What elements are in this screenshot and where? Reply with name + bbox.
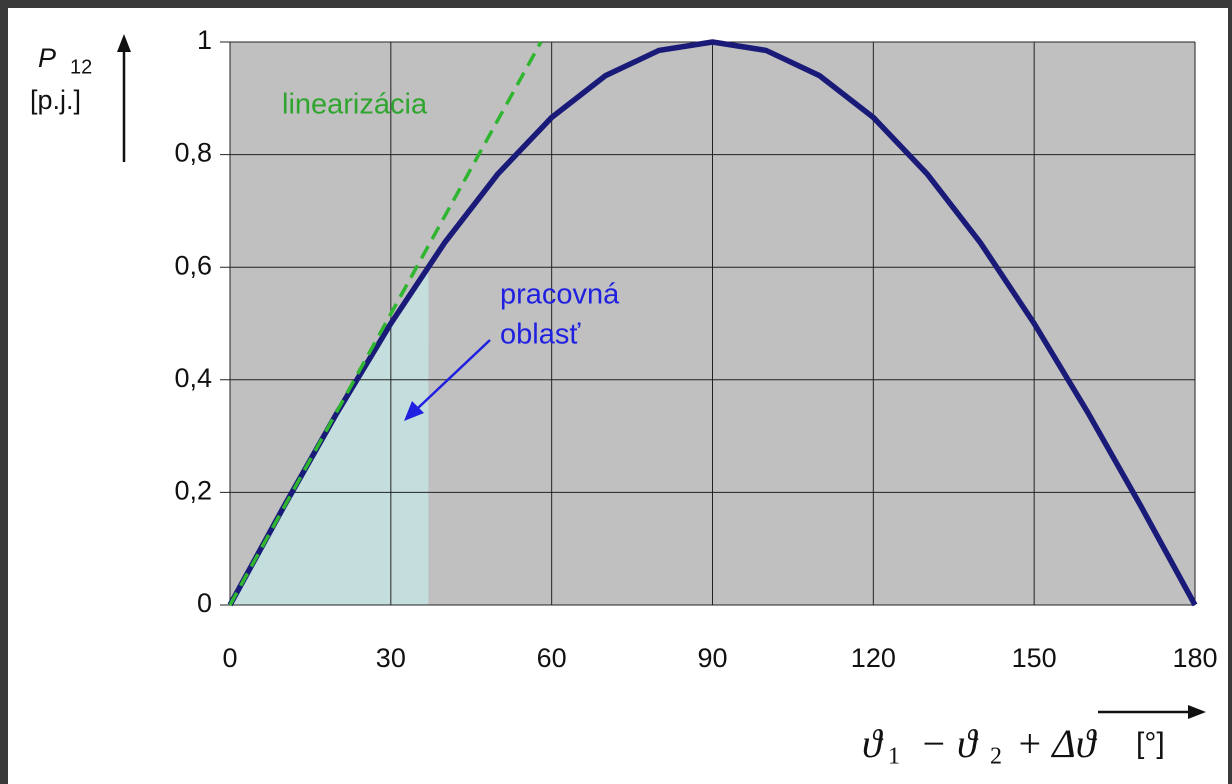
x-label-part: 1	[888, 744, 900, 770]
y-label-symbol: P	[38, 43, 56, 73]
linearization-line	[228, 41, 543, 606]
annotation: pracovná	[500, 279, 620, 311]
x-label-part: [°]	[1136, 727, 1165, 760]
x-axis-arrowhead	[1188, 705, 1206, 719]
working-region	[230, 266, 429, 605]
y-tick-label: 0,2	[174, 476, 212, 506]
annotation-arrowhead	[404, 401, 424, 421]
x-tick-label: 60	[537, 643, 567, 673]
x-tick-label: 180	[1172, 643, 1217, 673]
y-tick-label: 1	[197, 25, 212, 55]
annotation: linearizácia	[282, 89, 428, 121]
y-label-unit: [p.j.]	[30, 85, 81, 115]
marks	[220, 39, 1198, 607]
x-label-part: + Δϑ	[1016, 721, 1098, 766]
x-tick-label: 150	[1012, 643, 1057, 673]
x-label-part: 2	[990, 744, 1002, 770]
y-label-subscript: 12	[70, 56, 92, 78]
power-curve	[227, 39, 1198, 607]
y-axis-arrowhead	[117, 34, 131, 52]
y-tick-label: 0	[197, 588, 212, 618]
annotation: oblasť	[500, 319, 581, 351]
y-tick-label: 0,4	[174, 363, 212, 393]
x-label-part: ϑ	[862, 721, 884, 766]
y-tick-label: 0,8	[174, 138, 212, 168]
x-tick-label: 30	[376, 643, 406, 673]
x-label-part: − ϑ	[920, 721, 979, 766]
x-tick-label: 90	[697, 643, 727, 673]
y-tick-label: 0,6	[174, 250, 212, 280]
x-tick-label: 0	[222, 643, 237, 673]
annotation-arrow	[417, 339, 491, 409]
x-tick-label: 120	[851, 643, 896, 673]
